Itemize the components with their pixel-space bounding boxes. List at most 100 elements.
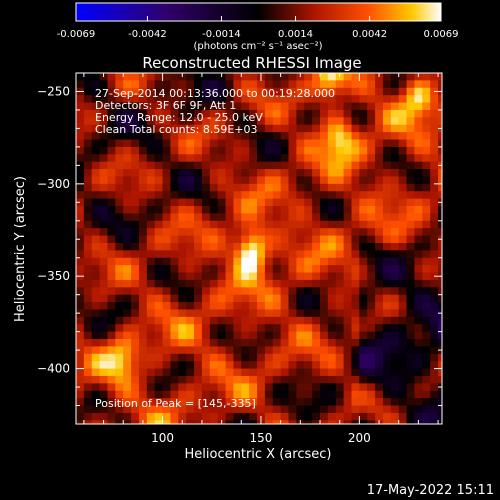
heatmap-cell xyxy=(178,124,187,133)
heatmap-cell xyxy=(414,109,423,118)
heatmap-cell xyxy=(249,228,258,237)
heatmap-cell xyxy=(430,279,439,288)
heatmap-cell xyxy=(115,339,124,348)
heatmap-cell xyxy=(83,405,93,414)
heatmap-cell xyxy=(76,80,85,89)
heatmap-cell xyxy=(264,361,274,370)
heatmap-cell xyxy=(257,279,266,288)
heatmap-cell xyxy=(382,339,392,348)
heatmap-cell xyxy=(76,102,85,111)
heatmap-cell xyxy=(83,420,93,424)
heatmap-cell xyxy=(422,361,431,370)
heatmap-cell xyxy=(217,279,227,288)
heatmap-cell xyxy=(430,383,439,392)
heatmap-cell xyxy=(367,324,376,333)
y-axis-ticks: −250−300−350−400 xyxy=(37,72,442,425)
heatmap-cell xyxy=(146,390,156,399)
heatmap-cell xyxy=(241,132,250,141)
heatmap-cell xyxy=(241,161,250,170)
heatmap-cell xyxy=(312,95,321,104)
heatmap-cell xyxy=(178,139,187,148)
heatmap-cell xyxy=(194,375,203,384)
heatmap-cell xyxy=(430,154,439,163)
heatmap-cell xyxy=(398,331,408,340)
heatmap-cell xyxy=(154,102,164,111)
heatmap-cell xyxy=(280,176,290,185)
heatmap-cell xyxy=(91,353,101,362)
heatmap-cell xyxy=(194,220,203,229)
heatmap-cell xyxy=(123,390,132,399)
heatmap-cell xyxy=(123,161,132,170)
heatmap-cell xyxy=(359,154,368,163)
heatmap-cell xyxy=(264,220,274,229)
heatmap-cell xyxy=(186,302,195,311)
heatmap-cell xyxy=(343,169,353,178)
heatmap-cell xyxy=(162,102,172,111)
heatmap-cell xyxy=(438,146,442,155)
heatmap-cell xyxy=(115,250,124,259)
heatmap-cell xyxy=(390,361,400,370)
heatmap-cell xyxy=(398,242,408,251)
heatmap-cell xyxy=(178,390,187,399)
heatmap-cell xyxy=(327,309,337,318)
heatmap-cell xyxy=(288,87,297,96)
heatmap-cell xyxy=(138,309,148,318)
heatmap-cell xyxy=(76,132,85,141)
heatmap-cell xyxy=(414,242,423,251)
heatmap-cell xyxy=(186,87,195,96)
heatmap-cell xyxy=(170,139,179,148)
heatmap-cell xyxy=(76,309,85,318)
heatmap-cell xyxy=(382,279,392,288)
heatmap-cell xyxy=(359,95,368,104)
heatmap-cell xyxy=(422,398,431,407)
heatmap-cell xyxy=(359,213,368,222)
heatmap-cell xyxy=(115,73,124,81)
heatmap-cell xyxy=(390,324,400,333)
heatmap-cell xyxy=(241,183,250,192)
heatmap-cell xyxy=(367,169,376,178)
heatmap-cell xyxy=(406,412,416,421)
heatmap-cell xyxy=(99,294,109,303)
heatmap-cell xyxy=(170,390,179,399)
heatmap-cell xyxy=(201,375,211,384)
heatmap-cell xyxy=(76,353,85,362)
heatmap-cell xyxy=(375,235,384,244)
heatmap-cell xyxy=(414,368,423,377)
heatmap-cell xyxy=(225,206,235,214)
heatmap-cell xyxy=(296,242,305,251)
heatmap-cell xyxy=(162,117,172,126)
heatmap-cell xyxy=(91,398,101,407)
heatmap-cell xyxy=(304,154,313,163)
heatmap-cell xyxy=(398,102,408,111)
heatmap-cell xyxy=(272,412,282,421)
heatmap-cell xyxy=(225,309,235,318)
heatmap-cell xyxy=(233,95,242,104)
heatmap-cell xyxy=(76,398,85,407)
heatmap-cell xyxy=(91,272,101,281)
heatmap-cell xyxy=(343,139,353,148)
heatmap-cell xyxy=(390,124,400,133)
heatmap-cell xyxy=(76,346,85,355)
heatmap-cell xyxy=(170,213,179,222)
heatmap-cell xyxy=(406,265,416,274)
heatmap-cell xyxy=(138,361,148,370)
heatmap-cell xyxy=(194,265,203,274)
heatmap-cell xyxy=(288,146,297,155)
heatmap-cell xyxy=(83,161,93,170)
heatmap-cell xyxy=(257,235,266,244)
heatmap-cell xyxy=(194,228,203,237)
heatmap-cell xyxy=(115,206,124,214)
heatmap-cell xyxy=(178,176,187,185)
heatmap-cell xyxy=(186,257,195,266)
heatmap-cell xyxy=(170,146,179,155)
heatmap-cell xyxy=(304,272,313,281)
heatmap-cell xyxy=(312,132,321,141)
heatmap-cell xyxy=(170,132,179,141)
heatmap-cell xyxy=(99,353,109,362)
heatmap-cell xyxy=(335,257,345,266)
heatmap-cell xyxy=(131,420,140,424)
heatmap-cell xyxy=(99,339,109,348)
heatmap-cell xyxy=(209,390,219,399)
heatmap-cell xyxy=(406,169,416,178)
heatmap-cell xyxy=(375,331,384,340)
